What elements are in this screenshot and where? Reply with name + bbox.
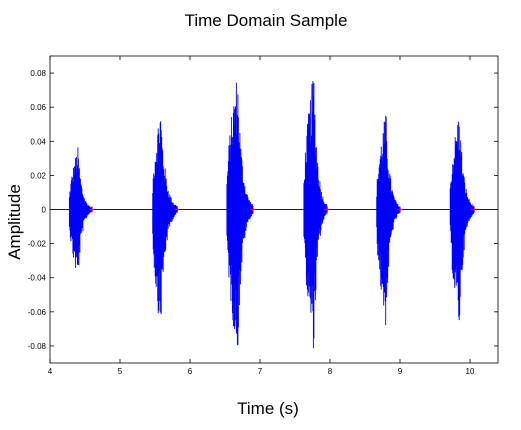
- marker-series: [89, 206, 478, 213]
- y-tick-label: 0.02: [30, 171, 46, 180]
- y-tick-label: -0.06: [28, 308, 47, 317]
- x-tick-label: 8: [328, 367, 333, 376]
- x-tick-label: 6: [188, 367, 193, 376]
- burst-end-marker: [174, 206, 181, 213]
- x-tick-label: 4: [48, 367, 53, 376]
- y-tick-label: -0.08: [28, 342, 47, 351]
- y-tick-label: 0.08: [30, 69, 46, 78]
- y-tick-label: -0.04: [28, 274, 47, 283]
- y-tick-label: 0.06: [30, 103, 46, 112]
- x-tick-label: 10: [466, 367, 475, 376]
- waveform-burst: [303, 81, 328, 349]
- waveform-burst: [152, 121, 178, 315]
- x-tick-label: 5: [118, 367, 123, 376]
- y-tick-label: 0.04: [30, 137, 46, 146]
- burst-end-marker: [397, 206, 403, 213]
- y-tick-label: -0.02: [28, 240, 47, 249]
- y-tick-label: 0: [42, 206, 47, 215]
- x-axis-label: Time (s): [237, 399, 299, 418]
- x-tick-label: 7: [258, 367, 263, 376]
- burst-end-marker: [250, 206, 256, 213]
- x-tick-label: 9: [398, 367, 403, 376]
- chart-title: Time Domain Sample: [185, 11, 348, 30]
- y-axis-label: Amplitude: [5, 184, 24, 260]
- waveform-burst: [449, 121, 475, 321]
- burst-end-marker: [89, 206, 95, 213]
- burst-end-marker: [324, 206, 331, 213]
- burst-end-marker: [471, 206, 478, 213]
